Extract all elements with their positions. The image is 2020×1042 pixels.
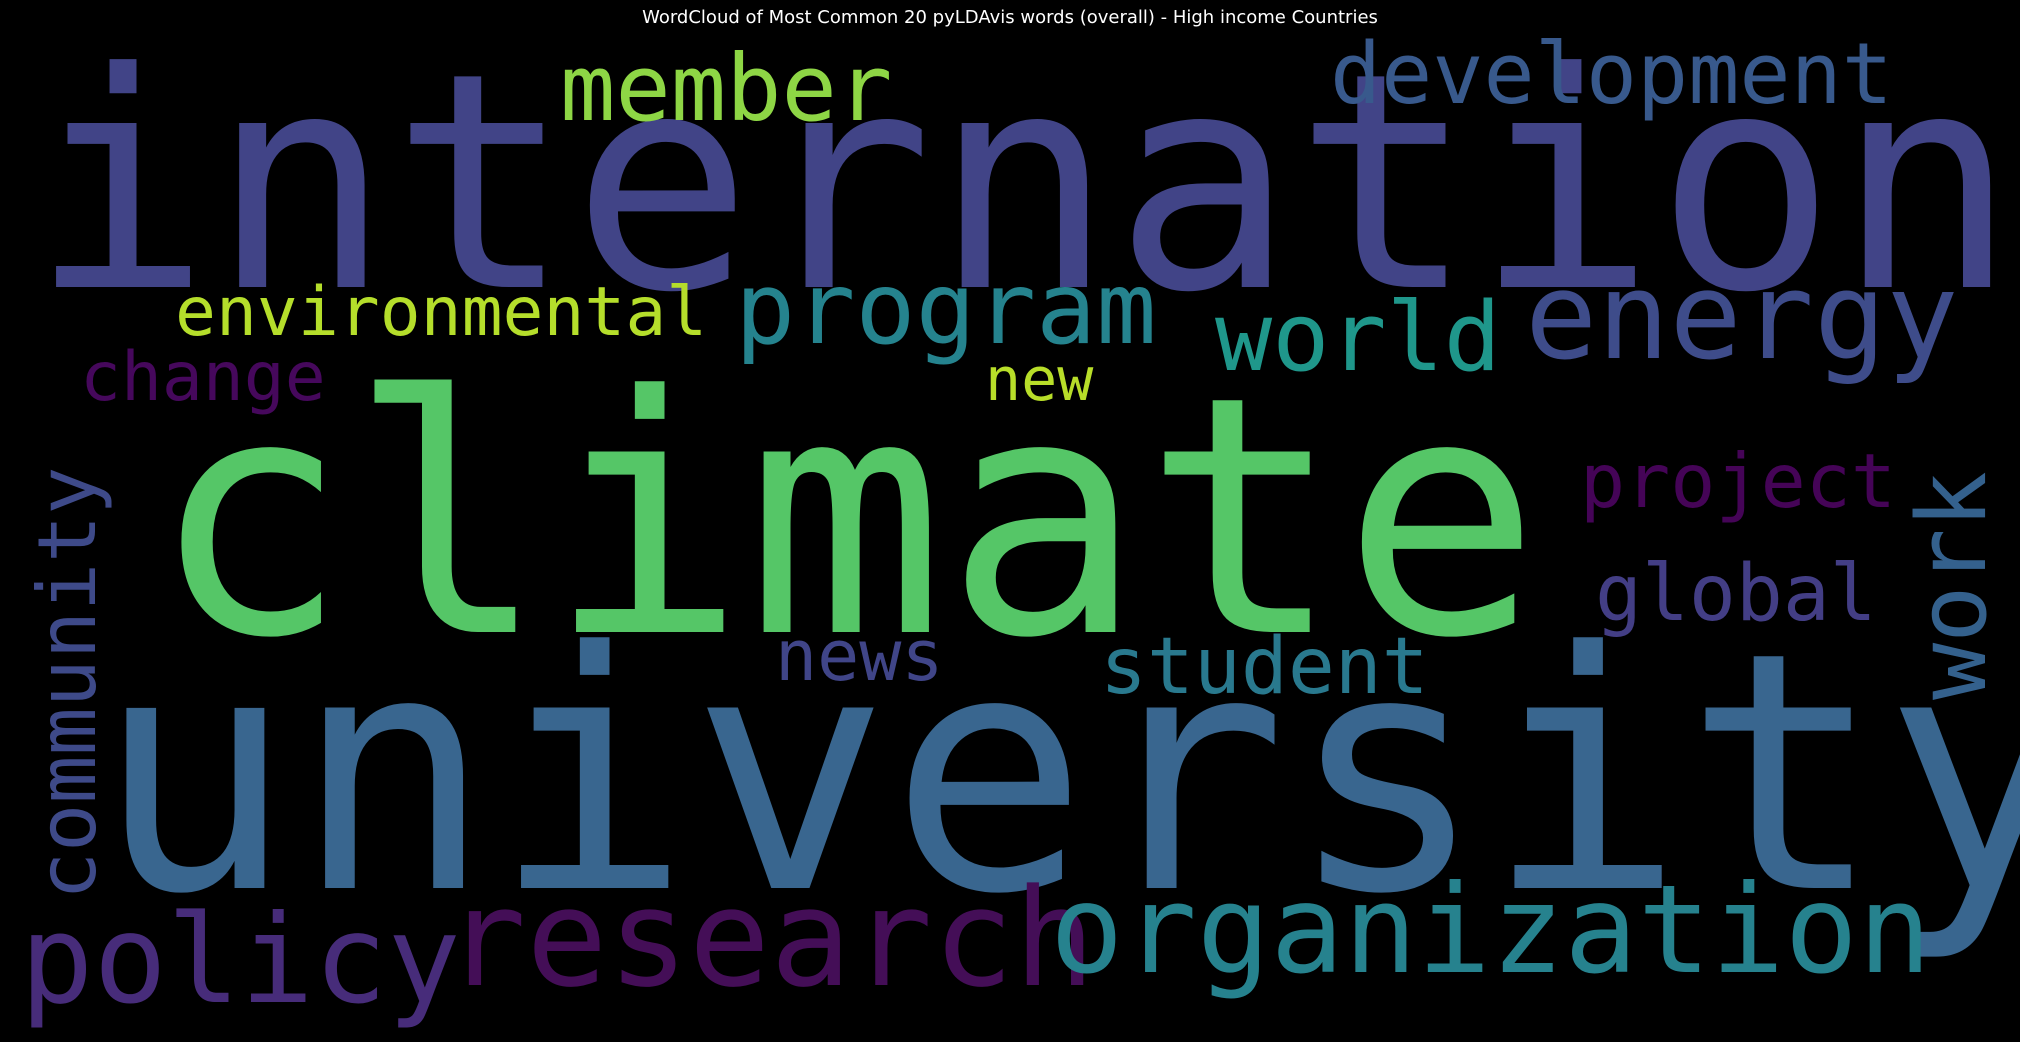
- word-university: university: [95, 582, 2020, 966]
- word-research: research: [445, 860, 1095, 1017]
- word-news: news: [775, 615, 944, 697]
- word-program: program: [735, 250, 1156, 367]
- word-climate: climate: [150, 326, 1541, 710]
- word-environmental: environmental: [175, 273, 707, 352]
- word-member: member: [560, 35, 892, 142]
- word-organization: organization: [1050, 859, 1931, 1001]
- word-energy: energy: [1525, 248, 1958, 387]
- word-project: project: [1580, 437, 1896, 525]
- word-global: global: [1595, 549, 1877, 639]
- word-international: international: [30, 9, 2020, 358]
- word-student: student: [1100, 622, 1429, 712]
- word-development: development: [1330, 25, 1893, 124]
- word-policy: policy: [20, 889, 461, 1031]
- word-new: new: [985, 345, 1094, 415]
- chart-title: WordCloud of Most Common 20 pyLDAvis wor…: [642, 7, 1378, 28]
- word-change: change: [80, 338, 326, 417]
- word-community: community: [21, 467, 114, 900]
- word-work: work: [1898, 471, 2008, 700]
- word-world: world: [1215, 283, 1501, 393]
